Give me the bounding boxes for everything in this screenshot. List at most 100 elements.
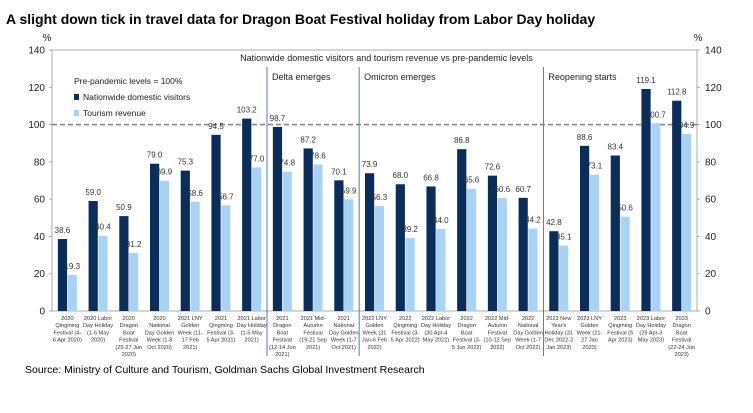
x-tick-label-line: National xyxy=(149,323,170,329)
bar xyxy=(282,171,292,311)
data-label: 44.0 xyxy=(433,216,449,225)
x-tick-label: 2022 Labor Day Holiday (30 Apr-4 May 2022) xyxy=(421,316,451,344)
x-tick-label-line: 2023) xyxy=(582,345,596,351)
x-tick-label-line: 2020) xyxy=(91,338,105,344)
x-tick-label: 2021 Qingming Festival (3- 5 Apr 2021) xyxy=(206,316,235,344)
x-tick-label-line: Week (21- xyxy=(577,330,603,336)
x-tick-label-line: 6 Apr 2020) xyxy=(53,338,82,344)
phase-label: Omicron emerges xyxy=(364,72,436,82)
x-tick-label-line: 2021 LNY xyxy=(178,316,203,322)
bar xyxy=(672,100,682,311)
x-tick-label-line: Day Golden xyxy=(513,330,543,336)
x-tick-label-line: Year's xyxy=(551,323,566,329)
bar xyxy=(303,148,313,311)
bar xyxy=(211,134,221,311)
bar xyxy=(88,201,98,311)
y-tick-label-left: 40 xyxy=(34,232,46,243)
x-tick-label-line: Golden xyxy=(580,323,598,329)
x-tick-label-line: 2021 Labor xyxy=(237,316,265,322)
data-label: 83.4 xyxy=(608,143,624,152)
bar xyxy=(395,184,405,311)
bar xyxy=(365,173,375,311)
x-tick-label-line: May 2022) xyxy=(423,338,450,344)
data-label: 66.8 xyxy=(423,173,439,182)
bar xyxy=(681,134,692,311)
bar xyxy=(180,170,190,311)
x-tick-label-line: Qingming xyxy=(393,323,417,329)
x-tick-label-line: Dragon xyxy=(457,323,475,329)
x-tick-label-line: 2020) xyxy=(122,352,136,358)
data-label: 88.6 xyxy=(577,133,593,142)
x-tick-label-line: 2020 Labor xyxy=(84,316,112,322)
source-note: Source: Ministry of Culture and Tourism,… xyxy=(25,364,425,376)
data-label: 73.1 xyxy=(587,162,603,171)
data-label: 50.9 xyxy=(116,203,132,212)
data-label: 59.0 xyxy=(85,188,101,197)
x-tick-label-line: Qingming xyxy=(209,323,233,329)
x-tick-label-line: Festival xyxy=(488,330,507,336)
x-tick-label-line: Week (1-8 xyxy=(147,338,173,344)
x-tick-label-line: Boat xyxy=(123,330,135,336)
x-tick-label-line: Day Holiday xyxy=(636,323,666,329)
x-tick-label-line: Festival (3- xyxy=(207,330,235,336)
legend-swatch xyxy=(74,94,79,100)
x-tick-label-line: Holiday (31 xyxy=(545,330,573,336)
x-tick-label-line: (25-27 Jun xyxy=(115,345,142,351)
x-tick-label-line: Week (1-7 xyxy=(331,338,357,344)
x-tick-label: 2021 Labor Day Holiday (1-5 May 2021) xyxy=(237,316,267,344)
bar xyxy=(251,167,262,311)
bar xyxy=(528,228,538,311)
data-label: 75.3 xyxy=(178,158,194,167)
legend-label: Nationwide domestic visitors xyxy=(83,92,190,102)
data-label: 60.6 xyxy=(494,185,510,194)
x-tick-label-line: 2020 xyxy=(61,316,73,322)
x-tick-label-line: Oct 2021) xyxy=(331,345,356,351)
x-tick-label: 2020 Dragon Boat Festival (25-27 Jun 2020) xyxy=(115,316,142,358)
bar xyxy=(159,180,169,311)
plot-frame xyxy=(51,49,698,312)
x-tick-label: 2020 Qingming Festival (4- 6 Apr 2020) xyxy=(53,316,82,344)
x-tick-label-line: Festival xyxy=(303,330,322,336)
data-label: 59.9 xyxy=(341,186,357,195)
x-tick-label-line: Boat xyxy=(676,330,688,336)
bar xyxy=(221,205,231,311)
x-tick-label-line: Festival xyxy=(672,338,691,344)
x-tick-label-line: 27 Jan xyxy=(581,338,598,344)
bar xyxy=(610,155,620,311)
x-tick-label: 2021 LNY Golden Week (11- 17 Feb 2021) xyxy=(178,316,203,351)
x-tick-label-line: 2023) xyxy=(674,352,688,358)
x-tick-label: 2020 National Day Golden Week (1-8 Oct 2020) xyxy=(145,316,175,351)
x-tick-label-line: 2022 xyxy=(522,316,534,322)
x-tick-label-line: Festival xyxy=(273,338,292,344)
x-tick-label-line: Festival (3- xyxy=(391,330,419,336)
x-tick-label: 2022 Mid-Autumn Festival (10-12 Sep 2022) xyxy=(484,316,512,351)
x-tick-label: 2022 Dragon Boat Festival (3-5 Jun 2022) xyxy=(452,316,482,351)
bar xyxy=(497,198,507,311)
x-tick-label-line: Festival xyxy=(119,338,138,344)
x-tick-label-line: Boat xyxy=(461,330,473,336)
data-label: 58.6 xyxy=(187,189,203,198)
bar xyxy=(436,228,446,311)
x-tick-label-line: 2020 xyxy=(123,316,135,322)
x-tick-label-line: May 2023) xyxy=(638,338,665,344)
x-tick-label: 2021 Mid-Autumn Festival (19-21 Sep 2021) xyxy=(299,316,327,351)
data-label: 87.2 xyxy=(300,135,316,144)
y-tick-label-right: 140 xyxy=(705,46,722,57)
phase-label: Delta emerges xyxy=(272,72,331,82)
x-tick-label: 2023 Qingming Festival (5 Apr 2023) xyxy=(607,316,633,344)
x-tick-label-line: Oct 2020) xyxy=(147,345,172,351)
bar xyxy=(150,163,160,311)
y-tick-label-left: 60 xyxy=(34,195,46,206)
x-tick-label: 2022 National Day Golden Week (1-7 Oct 2022) xyxy=(513,316,543,351)
x-tick-label-line: 2021) xyxy=(275,352,289,358)
data-label: 40.4 xyxy=(95,223,111,232)
x-tick-label-line: Day Golden xyxy=(329,330,359,336)
x-tick-label-line: 2022) xyxy=(367,345,381,351)
x-tick-label-line: 2022 xyxy=(460,316,472,322)
y-tick-label-left: 20 xyxy=(34,269,46,280)
x-tick-label-line: Festival (3- xyxy=(453,338,481,344)
bar xyxy=(98,235,108,311)
x-tick-label: 2023 LNY Golden Week (21- 27 Jan 2023) xyxy=(577,316,603,351)
x-tick-label: 2023 Labor Day Holiday (29 Apr-3 May 2023) xyxy=(636,316,666,344)
x-tick-label-line: Oct 2022) xyxy=(516,345,541,351)
